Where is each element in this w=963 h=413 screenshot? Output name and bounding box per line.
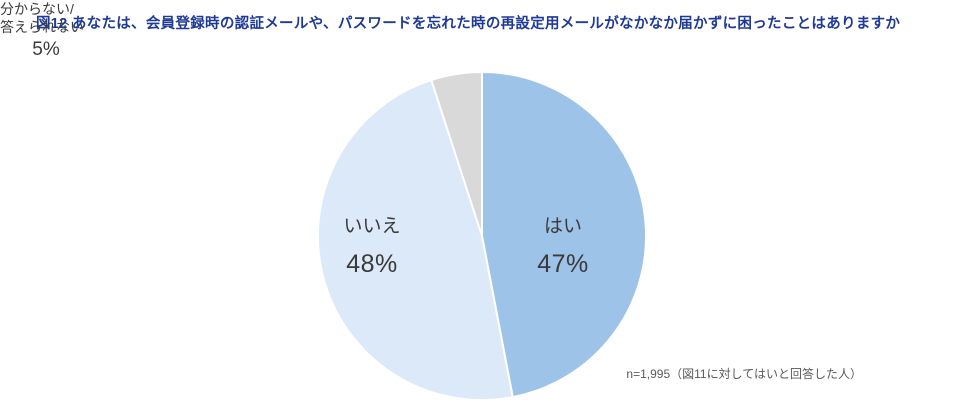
pie-svg <box>317 71 647 402</box>
slice-label-unknown-line1: 分からない/ <box>0 1 74 17</box>
pie-slice-yes <box>481 71 647 399</box>
slice-value-no: 48% <box>346 249 398 278</box>
slice-label-yes-text: はい <box>543 216 582 237</box>
sample-size-note: n=1,995（図11に対してはいと回答した人） <box>626 367 862 381</box>
slice-value-yes: 47% <box>537 249 589 278</box>
slice-value-unknown: 5% <box>32 39 60 61</box>
pie-slice-no <box>317 79 514 402</box>
slice-label-no-text: いいえ <box>343 216 401 237</box>
pie-slice-unknown <box>430 71 483 237</box>
figure-title: 図12 あなたは、会員登録時の認証メールや、パスワードを忘れた時の再設定用メール… <box>36 16 901 32</box>
slice-label-unknown: 分からない/ 答えられない 5% <box>0 0 92 61</box>
slice-label-yes: はい 47% <box>503 214 623 281</box>
slice-label-no: いいえ 48% <box>312 214 432 281</box>
pie-graphic <box>316 70 648 402</box>
slice-label-unknown-line2: 答えられない <box>0 19 84 36</box>
